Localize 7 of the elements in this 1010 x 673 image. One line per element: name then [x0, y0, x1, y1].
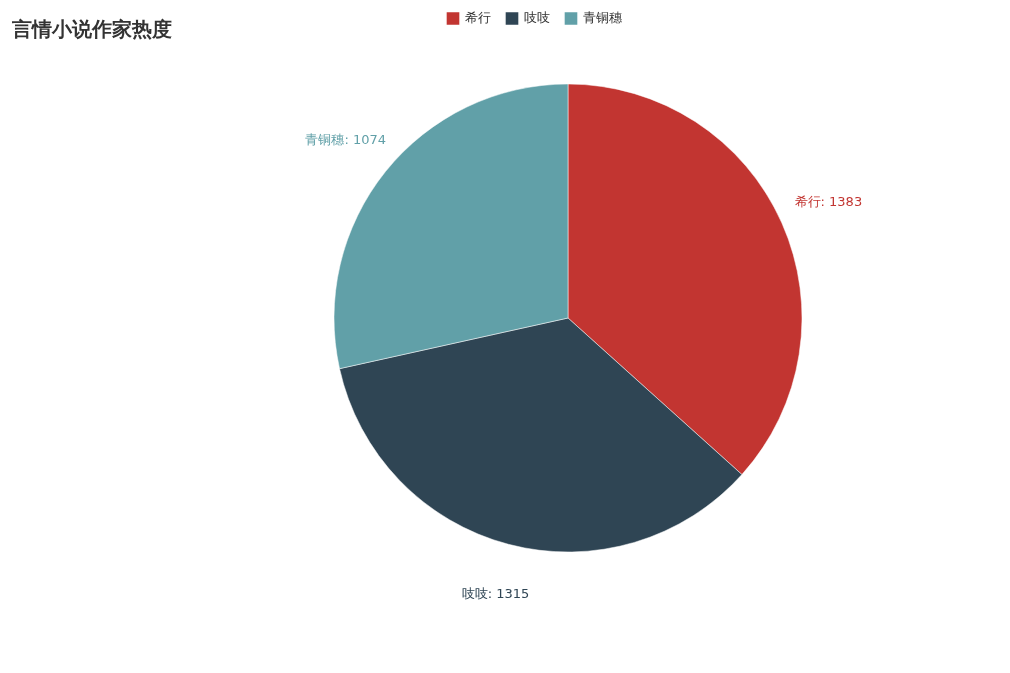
data-label: 吱吱: 1315 — [461, 585, 530, 601]
legend-label: 希行 — [465, 10, 491, 26]
data-label: 希行: 1383 — [794, 194, 863, 210]
legend-label: 青铜穗 — [583, 10, 622, 26]
legend-label: 吱吱 — [524, 10, 550, 26]
text: 言情小说作家热度 — [11, 17, 172, 41]
data-label: 青铜穗: 1074 — [305, 131, 387, 147]
